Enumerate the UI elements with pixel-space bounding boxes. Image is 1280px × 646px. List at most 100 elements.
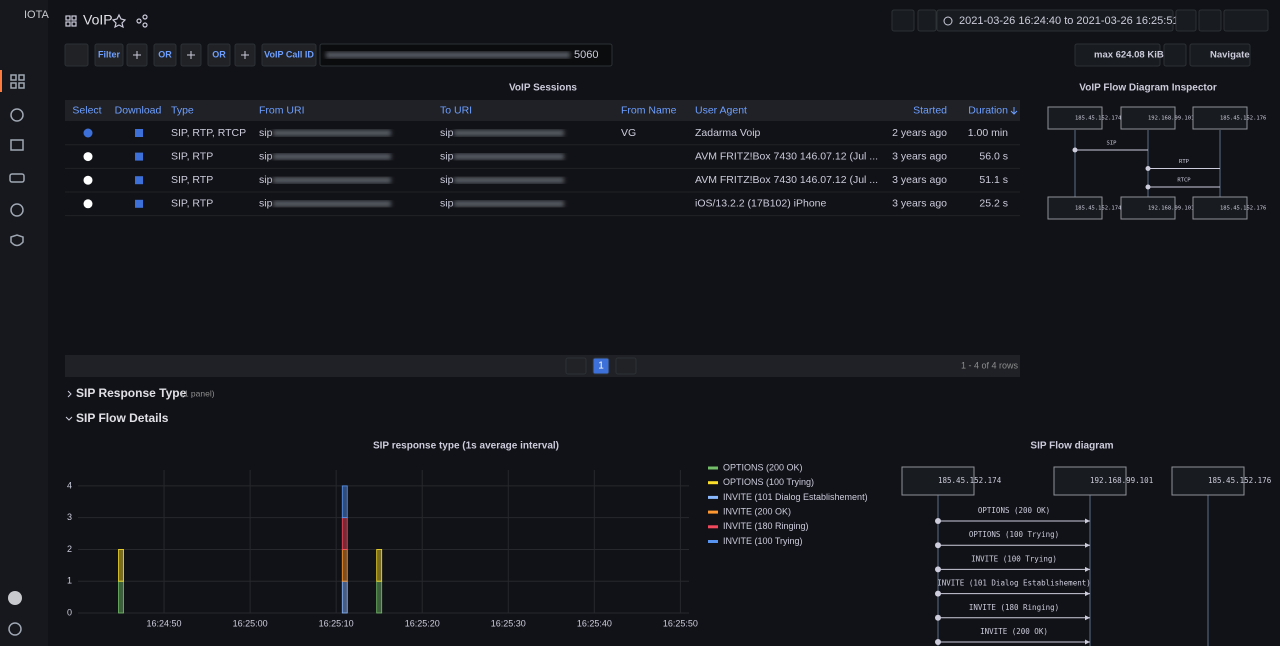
node-label: 192.168.99.101 xyxy=(1148,116,1194,122)
x-tick-label: 16:25:30 xyxy=(491,618,526,628)
column-header[interactable]: To URI xyxy=(440,104,472,116)
delete-button[interactable] xyxy=(65,44,88,66)
y-tick-label: 4 xyxy=(67,480,72,490)
download-button[interactable] xyxy=(135,176,143,184)
avatar[interactable] xyxy=(8,591,22,605)
cell: sip xyxy=(259,150,273,162)
message-start xyxy=(935,591,941,597)
row-note: (1 panel) xyxy=(181,388,215,398)
message-label: INVITE (101 Dialog Establishement) xyxy=(937,579,1091,588)
row-title[interactable]: SIP Response Type xyxy=(76,386,187,400)
x-tick-label: 16:25:40 xyxy=(577,618,612,628)
download-size[interactable]: max 624.08 KiB xyxy=(1094,50,1164,61)
select-radio[interactable] xyxy=(84,176,93,185)
call-id-label: VoIP Call ID xyxy=(264,49,314,59)
select-radio[interactable] xyxy=(84,129,93,138)
column-header[interactable]: Duration xyxy=(968,104,1008,116)
legend-label[interactable]: INVITE (101 Dialog Establishement) xyxy=(723,492,868,502)
cell: 3 years ago xyxy=(892,150,947,162)
blurred-from-uri xyxy=(273,154,391,160)
time-range[interactable]: 2021-03-26 16:24:40 to 2021-03-26 16:25:… xyxy=(959,15,1179,27)
legend-label[interactable]: INVITE (100 Trying) xyxy=(723,536,803,546)
cell: 2 years ago xyxy=(892,127,947,139)
column-header[interactable]: Select xyxy=(72,104,101,116)
page-number[interactable]: 1 xyxy=(598,361,604,372)
column-header[interactable]: User Agent xyxy=(695,104,747,116)
row-count: 1 - 4 of 4 rows xyxy=(961,360,1019,370)
column-header[interactable]: Started xyxy=(913,104,947,116)
legend-label[interactable]: OPTIONS (100 Trying) xyxy=(723,477,814,487)
node-label: 185.45.152.174 xyxy=(1075,206,1122,212)
cell: 25.2 s xyxy=(979,198,1008,210)
blurred-to-uri xyxy=(454,154,564,160)
select-radio[interactable] xyxy=(84,152,93,161)
cell: 1.00 min xyxy=(968,127,1008,139)
y-tick-label: 0 xyxy=(67,607,72,617)
zoom-out-button[interactable] xyxy=(1199,10,1221,31)
column-header[interactable]: From URI xyxy=(259,104,305,116)
blurred-from-uri xyxy=(273,177,391,183)
legend-label[interactable]: INVITE (200 OK) xyxy=(723,506,791,516)
x-tick-label: 16:25:10 xyxy=(319,618,354,628)
filter-label[interactable]: Filter xyxy=(98,49,121,59)
fit-button[interactable] xyxy=(1164,44,1186,66)
bar-segment xyxy=(119,581,124,613)
select-radio[interactable] xyxy=(84,199,93,208)
column-header[interactable]: From Name xyxy=(621,104,677,116)
x-tick-label: 16:25:50 xyxy=(663,618,698,628)
blurred-to-uri xyxy=(454,130,564,136)
column-header[interactable]: Type xyxy=(171,104,194,116)
cell: 56.0 s xyxy=(979,150,1008,162)
legend-label[interactable]: INVITE (180 Ringing) xyxy=(723,521,809,531)
download-button[interactable] xyxy=(135,129,143,137)
time-forward-button[interactable] xyxy=(1176,10,1196,31)
pagination-bar xyxy=(65,355,1020,377)
next-page-button[interactable] xyxy=(616,358,636,374)
prev-page-button[interactable] xyxy=(566,358,586,374)
call-id-port[interactable]: 5060 xyxy=(574,49,598,61)
blurred-call-id xyxy=(326,52,570,58)
or-label[interactable]: OR xyxy=(158,49,172,59)
panel-title: VoIP Sessions xyxy=(509,83,577,94)
node-label: 185.45.152.176 xyxy=(1220,116,1266,122)
node-label: 192.168.99.101 xyxy=(1090,476,1153,485)
settings-button[interactable] xyxy=(892,10,914,31)
message-label: INVITE (200 OK) xyxy=(980,627,1048,636)
download-button[interactable] xyxy=(135,200,143,208)
message-label: RTCP xyxy=(1177,178,1191,184)
message-start xyxy=(935,518,941,524)
cell: sip xyxy=(440,198,454,210)
cell: sip xyxy=(259,198,273,210)
message-label: INVITE (180 Ringing) xyxy=(969,603,1059,612)
cell: SIP, RTP xyxy=(171,198,213,210)
message-label: OPTIONS (200 OK) xyxy=(978,506,1050,515)
cell: SIP, RTP, RTCP xyxy=(171,127,246,139)
blurred-to-uri xyxy=(454,201,564,207)
row-title[interactable]: SIP Flow Details xyxy=(76,411,169,425)
or-label[interactable]: OR xyxy=(212,49,226,59)
bar-segment xyxy=(342,581,347,613)
active-indicator xyxy=(0,70,2,92)
message-label: SIP xyxy=(1107,141,1118,147)
bar-segment xyxy=(342,486,347,518)
y-tick-label: 1 xyxy=(67,576,72,586)
y-tick-label: 2 xyxy=(67,544,72,554)
node-label: 192.168.99.101 xyxy=(1148,206,1194,212)
x-tick-label: 16:24:50 xyxy=(147,618,182,628)
column-header[interactable]: Download xyxy=(115,104,162,116)
cell: sip xyxy=(440,150,454,162)
navigate-label[interactable]: Navigate xyxy=(1210,50,1250,61)
node-label: 185.45.152.176 xyxy=(1208,476,1272,485)
cell: Zadarma Voip xyxy=(695,127,761,139)
legend-label[interactable]: OPTIONS (200 OK) xyxy=(723,462,803,472)
message-start xyxy=(935,566,941,572)
cell: sip xyxy=(440,127,454,139)
time-back-button[interactable] xyxy=(918,10,936,31)
refresh-button[interactable] xyxy=(1224,10,1268,31)
node-label: 185.45.152.174 xyxy=(938,476,1002,485)
cell: 51.1 s xyxy=(979,174,1008,186)
download-button[interactable] xyxy=(135,153,143,161)
blurred-to-uri xyxy=(454,177,564,183)
